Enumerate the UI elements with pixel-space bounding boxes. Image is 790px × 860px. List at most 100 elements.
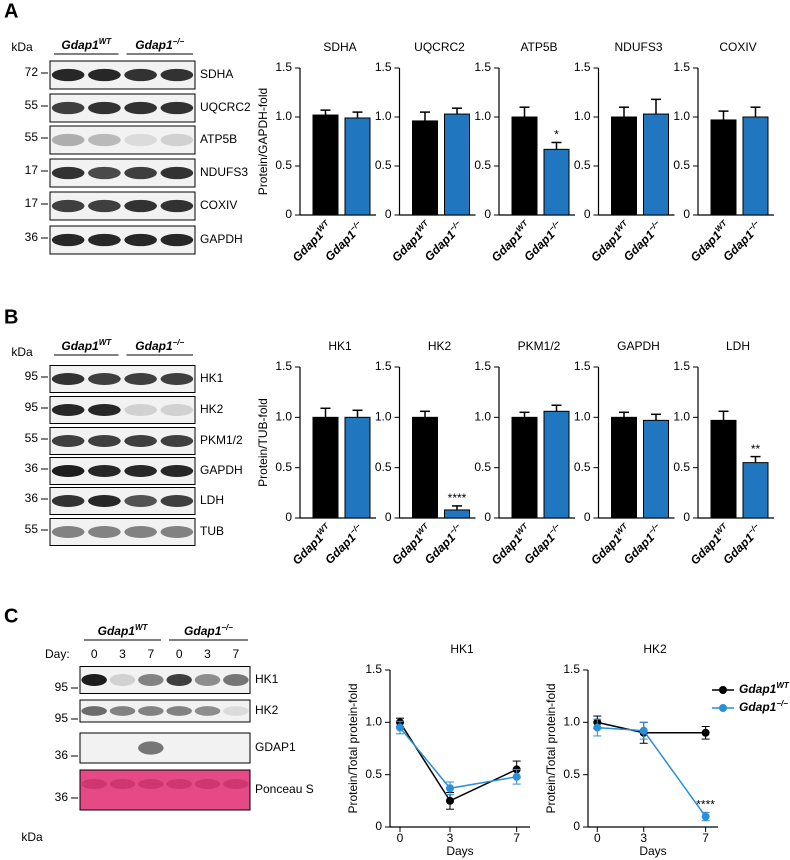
group-label: Gdap1−/− — [135, 338, 184, 353]
y-tick-label: 1.5 — [375, 60, 392, 74]
bar — [511, 416, 538, 519]
kda-label: kDa — [11, 345, 33, 359]
blot-band — [51, 495, 85, 507]
bar — [444, 509, 470, 519]
mw-marker: 36 — [55, 748, 69, 762]
protein-label: GDAP1 — [255, 740, 296, 754]
mw-marker: 55 — [25, 98, 39, 112]
legend-marker — [719, 704, 727, 712]
legend-label-sup: −/− — [776, 699, 788, 708]
blot-band — [124, 435, 157, 447]
group-label-sup: −/− — [173, 338, 185, 347]
blot-band — [88, 373, 121, 385]
blot-band — [160, 404, 194, 416]
y-tick-label: 0.5 — [673, 460, 690, 474]
blot-band — [160, 526, 194, 538]
day: 7 — [147, 647, 154, 661]
blot-band — [51, 101, 85, 115]
chart-title: HK2 — [643, 642, 667, 656]
y-tick-label: 1.5 — [275, 359, 292, 373]
y-tick-label: 0 — [484, 510, 491, 524]
group-label: Gdap1WT — [61, 37, 112, 52]
blot-band — [88, 465, 121, 477]
mw-marker: 17 — [25, 163, 39, 177]
point — [593, 723, 602, 732]
blot-band — [138, 779, 164, 789]
y-tick-label: 1.0 — [563, 715, 580, 729]
blot-band — [88, 526, 121, 538]
group-label-sup: WT — [135, 623, 149, 632]
blot-band — [51, 373, 85, 385]
y-tick-label: 1.0 — [574, 109, 591, 123]
group-label: Gdap1−/− — [184, 623, 233, 638]
y-tick-label: 1.5 — [673, 359, 690, 373]
blot-band — [124, 373, 157, 385]
y-tick-label: 0.5 — [563, 767, 580, 781]
protein-label: PKM1/2 — [200, 433, 243, 447]
y-tick-label: 1.5 — [474, 359, 491, 373]
group-label: Gdap1WT — [98, 623, 149, 638]
blot-band — [124, 233, 157, 247]
bar — [710, 419, 737, 519]
blot-row — [79, 769, 251, 811]
blot-band — [124, 101, 157, 115]
day: 7 — [232, 647, 239, 661]
point — [512, 772, 521, 781]
group-label-base: Gdap1 — [135, 339, 173, 353]
protein-label: HK1 — [255, 672, 279, 686]
mw-marker: 36 — [25, 230, 39, 244]
blot-band — [160, 101, 194, 115]
chart-title: ATP5B — [520, 40, 557, 54]
bar — [710, 119, 737, 216]
bar — [312, 114, 339, 216]
legend-marker — [719, 686, 727, 694]
point — [639, 726, 648, 735]
legend-label-base: Gdap1 — [739, 700, 777, 714]
day: 3 — [204, 647, 211, 661]
blot-row — [49, 125, 196, 155]
y-tick-label: 1.5 — [275, 60, 292, 74]
y-tick-label: 0 — [584, 207, 591, 221]
protein-label: HK1 — [200, 371, 224, 385]
x-tick-label: 7 — [702, 831, 709, 845]
y-tick-label: 1.5 — [375, 359, 392, 373]
y-tick-label: 0 — [683, 510, 690, 524]
series-line — [597, 721, 706, 734]
x-tick-label: 7 — [513, 831, 520, 845]
blot-band — [160, 199, 194, 213]
blot-band — [88, 133, 121, 147]
chart-title: LDH — [726, 339, 750, 353]
y-tick-label: 1.0 — [375, 410, 392, 424]
y-tick-label: 1.0 — [375, 109, 392, 123]
bar — [412, 416, 438, 519]
protein-label: TUB — [200, 524, 224, 538]
group-label-base: Gdap1 — [98, 624, 136, 638]
blot-band — [51, 166, 85, 180]
series-line — [399, 727, 517, 790]
blot-band — [160, 435, 194, 447]
blot-band — [138, 741, 164, 755]
blot-band — [88, 68, 121, 82]
blot-band — [124, 495, 157, 507]
significance: **** — [448, 491, 467, 505]
point — [446, 796, 454, 805]
blot-band — [124, 526, 157, 538]
blot-band — [160, 465, 194, 477]
blot-band — [109, 779, 136, 789]
chart-title: NDUFS3 — [614, 40, 662, 54]
bar — [742, 462, 769, 519]
point — [701, 812, 710, 821]
protein-label: SDHA — [200, 67, 233, 81]
bar — [611, 116, 637, 216]
bar — [543, 148, 570, 216]
bar — [444, 113, 470, 216]
blot-row — [79, 666, 251, 694]
y-tick-label: 0 — [484, 207, 491, 221]
bar — [412, 120, 438, 216]
y-tick-label: 1.5 — [574, 359, 591, 373]
point — [396, 723, 404, 732]
chart-title: SDHA — [323, 40, 356, 54]
protein-label: HK2 — [200, 402, 224, 416]
group-label-sup: −/− — [173, 37, 185, 46]
